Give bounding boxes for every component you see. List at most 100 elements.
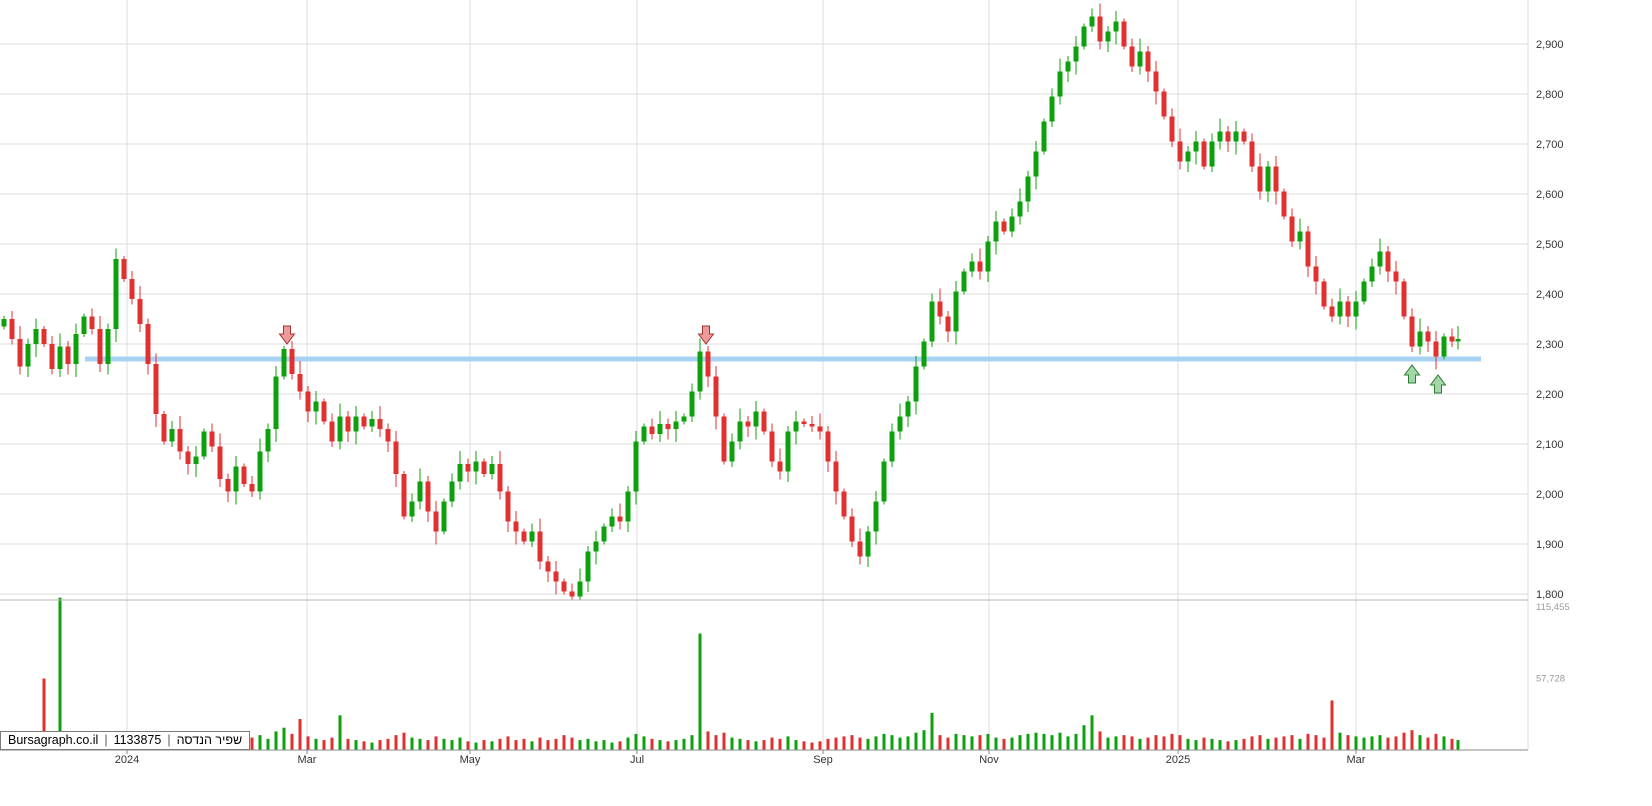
candle-body xyxy=(17,339,23,367)
candle-body xyxy=(1185,151,1191,162)
candle-body xyxy=(89,316,95,329)
volume-bar xyxy=(290,733,294,750)
candle-body xyxy=(1025,176,1031,202)
candle-body xyxy=(737,421,743,442)
site-name[interactable]: Bursagraph.co.il xyxy=(8,733,99,747)
volume-bar xyxy=(1354,736,1358,750)
time-axis-label: 2024 xyxy=(115,754,139,766)
candle-body xyxy=(641,426,647,442)
volume-bar xyxy=(1290,735,1294,750)
volume-bar xyxy=(1282,736,1286,750)
candle-body xyxy=(1449,336,1455,342)
volume-bar xyxy=(922,730,926,750)
volume-bar xyxy=(1162,736,1166,750)
candle-body xyxy=(1169,116,1175,142)
candle-body xyxy=(353,416,359,432)
candle-body xyxy=(1281,191,1287,217)
volume-bar xyxy=(378,740,382,750)
volume-bar xyxy=(506,736,510,750)
volume-bar xyxy=(722,732,726,750)
up-arrow-marker xyxy=(1403,364,1421,384)
volume-bar xyxy=(546,740,550,750)
candle-body xyxy=(993,221,999,242)
volume-bar xyxy=(1146,737,1150,750)
candle-body xyxy=(1161,91,1167,117)
candle-body xyxy=(401,474,407,517)
volume-bar xyxy=(1442,736,1446,750)
separator: | xyxy=(104,733,108,747)
candle-body xyxy=(1033,151,1039,177)
candle-body xyxy=(609,516,615,527)
candle-body xyxy=(1241,131,1247,142)
time-axis-label: 2025 xyxy=(1166,754,1190,766)
candle-body xyxy=(1265,166,1271,192)
volume-bar xyxy=(778,738,782,750)
candle-body xyxy=(969,261,975,272)
candle-body xyxy=(465,464,471,472)
candle-body xyxy=(881,461,887,502)
volume-bar xyxy=(1210,738,1214,750)
candle-body xyxy=(497,464,503,492)
candle-body xyxy=(201,431,207,457)
volume-bar xyxy=(1274,737,1278,750)
candle-body xyxy=(1105,31,1111,42)
candle-body xyxy=(921,341,927,367)
volume-bar xyxy=(842,736,846,750)
candle-body xyxy=(1009,216,1015,232)
volume-bar xyxy=(762,740,766,750)
candle-body xyxy=(929,301,935,342)
candle-body xyxy=(1273,166,1279,192)
volume-bar xyxy=(594,741,598,750)
security-id: 1133875 xyxy=(113,733,162,747)
volume-bar xyxy=(754,741,758,750)
volume-bar xyxy=(1330,700,1334,750)
candle-body xyxy=(1433,341,1439,357)
candle-body xyxy=(769,431,775,462)
volume-bar xyxy=(882,733,886,750)
candle-body xyxy=(745,421,751,427)
candle-body xyxy=(297,374,303,392)
volume-bar xyxy=(482,740,486,750)
candle-body xyxy=(505,491,511,522)
volume-bar xyxy=(394,735,398,750)
volume-bar xyxy=(1250,736,1254,750)
price-axis-label: 1,800 xyxy=(1536,589,1564,601)
time-axis-label: Mar xyxy=(298,754,317,766)
candle-body xyxy=(793,421,799,432)
candle-body xyxy=(601,526,607,542)
separator: | xyxy=(167,733,171,747)
volume-bar xyxy=(1370,736,1374,750)
volume-bar xyxy=(330,737,334,750)
candle-body xyxy=(305,391,311,412)
volume-bar xyxy=(906,736,910,750)
candle-body xyxy=(209,431,215,447)
volume-bar xyxy=(562,735,566,750)
candle-body xyxy=(617,516,623,522)
candle-body xyxy=(1089,16,1095,27)
candle-body xyxy=(121,259,127,279)
candle-body xyxy=(513,521,519,532)
candle-body xyxy=(585,551,591,582)
candle-body xyxy=(1353,301,1359,317)
candle-body xyxy=(1145,51,1151,72)
volume-bar xyxy=(962,735,966,750)
candle-body xyxy=(129,279,135,299)
candles xyxy=(1,3,1461,600)
volume-bar xyxy=(1026,733,1030,750)
candle-body xyxy=(1,319,7,327)
price-axis-label: 2,000 xyxy=(1536,489,1564,501)
volume-bar xyxy=(858,737,862,750)
volume-bar xyxy=(1058,732,1062,750)
volume-bar xyxy=(1042,733,1046,750)
candle-body xyxy=(697,351,703,392)
candle-body xyxy=(345,416,351,432)
candle-body xyxy=(721,416,727,462)
volume-bar xyxy=(514,740,518,750)
candle-body xyxy=(1041,121,1047,152)
candle-body xyxy=(649,426,655,434)
volume-bar xyxy=(1170,733,1174,750)
volume-bar xyxy=(1202,737,1206,750)
volume-bar xyxy=(738,738,742,750)
volume-bar xyxy=(570,737,574,750)
